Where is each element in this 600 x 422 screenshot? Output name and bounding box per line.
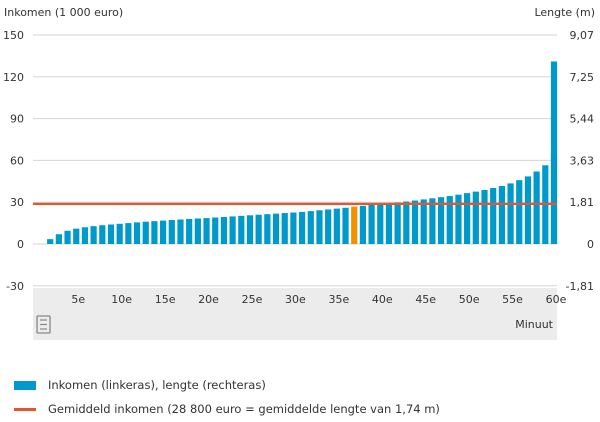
left-tick-label: 0: [17, 238, 24, 251]
bar: [64, 230, 71, 244]
bar: [437, 197, 445, 244]
bar: [359, 205, 366, 244]
right-tick-label: 3,63: [570, 154, 595, 167]
x-tick-label: 15e: [155, 293, 176, 306]
bar: [125, 223, 132, 244]
bar: [81, 227, 89, 244]
chart: Inkomen (1 000 euro) Lengte (m) Minuut -…: [3, 6, 595, 340]
bar: [490, 187, 497, 244]
left-tick-label: 150: [3, 29, 24, 42]
right-tick-label: 9,07: [570, 29, 595, 42]
bar: [325, 209, 332, 244]
bar: [298, 211, 306, 244]
x-tick-label: 5e: [71, 293, 85, 306]
x-tick-label: 50e: [459, 293, 480, 306]
x-tick-label: 25e: [242, 293, 263, 306]
legend-line-label: Gemiddeld inkomen (28 800 euro = gemidde…: [48, 402, 440, 416]
bar: [255, 214, 262, 244]
bar: [133, 222, 141, 244]
bar: [429, 198, 436, 244]
x-tick-label: 35e: [328, 293, 349, 306]
bar: [168, 220, 175, 244]
legend-bar-label: Inkomen (linkeras), lengte (rechteras): [48, 378, 266, 392]
bar: [342, 207, 349, 244]
bar: [351, 206, 358, 244]
bar: [55, 234, 62, 244]
left-axis-title: Inkomen (1 000 euro): [4, 6, 123, 19]
legend-line: Gemiddeld inkomen (28 800 euro = gemidde…: [14, 402, 440, 416]
bar: [481, 189, 488, 244]
bar: [47, 239, 54, 244]
left-tick-label: 30: [10, 196, 24, 209]
bar: [498, 186, 505, 244]
left-tick-label: 120: [3, 71, 24, 84]
bar: [186, 218, 193, 244]
bar: [281, 213, 288, 244]
bar: [290, 212, 297, 244]
x-tick-label: 40e: [372, 293, 393, 306]
legend-line-swatch: [14, 407, 36, 411]
right-tick-label: 7,25: [570, 71, 595, 84]
right-tick-label: -1,81: [566, 280, 594, 293]
bar: [368, 204, 375, 244]
left-tick-label: 90: [10, 113, 24, 126]
bar: [246, 215, 254, 244]
x-tick-label: 60e: [546, 293, 567, 306]
x-tick-label: 55e: [502, 293, 523, 306]
bar: [524, 176, 532, 244]
right-axis-title: Lengte (m): [534, 6, 595, 19]
x-axis-title: Minuut: [515, 318, 553, 331]
bar: [238, 215, 245, 244]
bar: [107, 224, 115, 244]
bar: [507, 183, 514, 244]
bar: [394, 202, 401, 244]
bar: [177, 219, 184, 244]
bar: [420, 199, 427, 244]
bar: [455, 194, 462, 244]
bar: [73, 228, 80, 244]
bar: [377, 204, 384, 244]
x-tick-label: 20e: [198, 293, 219, 306]
bar-layer: [47, 61, 558, 245]
bar: [116, 223, 123, 244]
bar: [99, 225, 106, 244]
bar: [472, 191, 479, 244]
bar: [411, 200, 419, 244]
bar: [151, 221, 158, 244]
grid-layer: [33, 34, 557, 287]
bar: [220, 216, 228, 244]
bar: [533, 171, 540, 244]
x-axis-band: [33, 288, 557, 340]
bar: [90, 226, 97, 244]
bar: [160, 220, 167, 244]
bar: [212, 217, 219, 244]
bar: [550, 61, 558, 245]
bar: [272, 213, 280, 244]
left-tick-label: 60: [10, 154, 24, 167]
x-tick-label: 30e: [285, 293, 306, 306]
bar: [403, 201, 410, 244]
bar: [516, 180, 523, 244]
right-tick-label: 5,44: [570, 113, 595, 126]
bar: [194, 218, 201, 244]
x-tick-label: 45e: [415, 293, 436, 306]
bar: [229, 216, 236, 244]
bar: [446, 196, 453, 244]
bar: [142, 221, 149, 244]
bar: [385, 203, 393, 244]
hourglass-icon: [36, 315, 51, 334]
legend-bars: Inkomen (linkeras), lengte (rechteras): [14, 378, 266, 392]
bar: [464, 193, 471, 244]
bar: [264, 214, 271, 244]
x-tick-label: 10e: [111, 293, 132, 306]
legend-bar-swatch: [14, 380, 36, 390]
bar: [203, 218, 210, 244]
right-tick-label: 1,81: [570, 196, 595, 209]
bar: [307, 211, 314, 244]
tick-layer: -30 -1,81 0 0 30 1,81 60 3,63 90 5,44 120 7,25 150 9,…: [3, 29, 594, 306]
bar: [316, 210, 323, 244]
right-tick-label: 0: [587, 238, 594, 251]
left-tick-label: -30: [6, 280, 24, 293]
bar: [333, 208, 340, 244]
